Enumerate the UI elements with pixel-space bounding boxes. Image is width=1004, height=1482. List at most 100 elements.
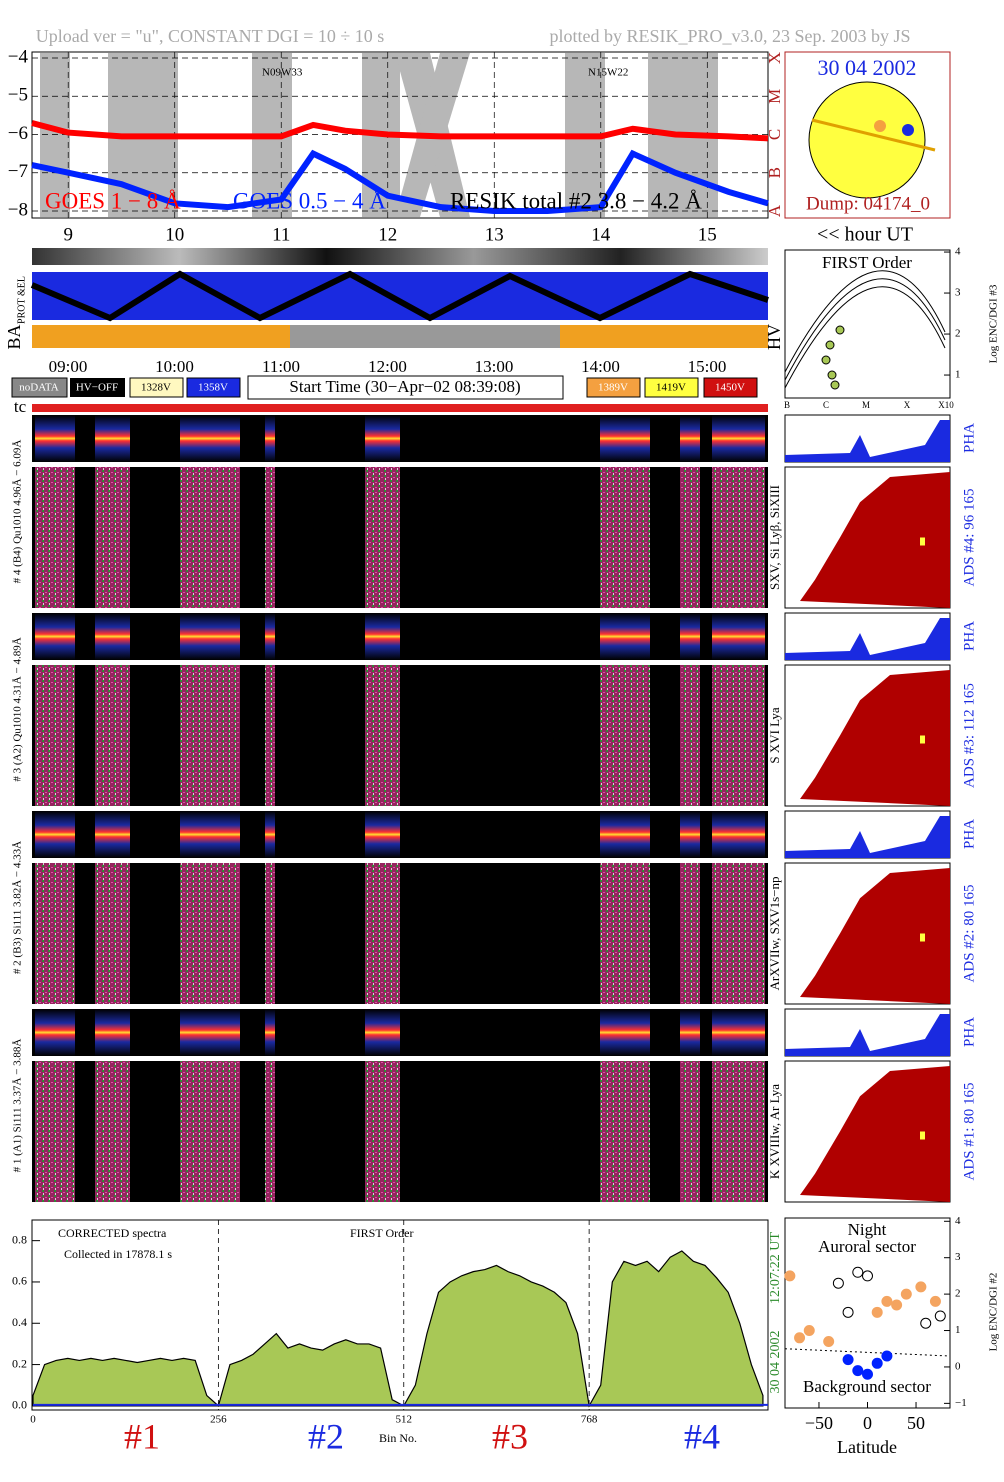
y-tick-label: −4 — [8, 46, 29, 67]
pha-shape — [785, 618, 950, 660]
x-tick-label: 512 — [396, 1414, 413, 1426]
time-label: 11:00 — [262, 357, 300, 376]
y-tick-label: 0.0 — [12, 1398, 27, 1412]
class-label: B — [765, 167, 784, 178]
legend-box — [129, 377, 184, 398]
spectrogram-block — [600, 1009, 650, 1056]
x-tick-label: 14 — [591, 224, 611, 245]
spectrogram-block — [712, 665, 765, 806]
spectrogram-block — [365, 415, 400, 462]
section-label: #2 — [308, 1416, 344, 1456]
spectrogram-block — [600, 613, 650, 660]
spectrogram-block — [95, 665, 130, 806]
annotation: FIRST Order — [350, 1226, 413, 1240]
pha-label: PHA — [961, 621, 977, 651]
x-tick-label: M — [862, 400, 870, 410]
spectrogram-block — [712, 811, 765, 858]
row-label: HV — [764, 324, 784, 350]
row-label: PROT &EL — [16, 276, 27, 324]
legend-label: 1389V — [598, 382, 628, 394]
start-box — [247, 375, 564, 400]
spectrogram-block — [712, 1061, 765, 1202]
y-axis-title: Log ENC/DGI #3 — [988, 284, 1000, 363]
decor-point — [830, 380, 840, 390]
y-tick-label: −1 — [955, 1397, 967, 1409]
y-tick-label: 0 — [955, 1360, 961, 1372]
legend-box — [11, 377, 68, 398]
section-label: #3 — [492, 1416, 528, 1456]
spectrogram-block — [265, 415, 275, 462]
legend-label: GOES 0.5 − 4 Å — [233, 188, 386, 213]
x-tick-label: 12 — [378, 224, 397, 245]
spectrogram-block — [265, 863, 275, 1004]
time-label: 12:07:22 UT — [768, 1232, 783, 1304]
start-time: Start Time (30−Apr−02 08:39:08) — [289, 377, 520, 396]
region — [902, 124, 914, 136]
spectrogram-block — [180, 415, 240, 462]
annotation: N09W33 — [262, 67, 303, 79]
spectrogram-block — [600, 863, 650, 1004]
spectrogram-block — [35, 1061, 75, 1202]
spectrogram-label: # 2 (B3) Si111 3.82Å − 4.33Å — [12, 841, 24, 974]
ads-marker — [920, 537, 925, 546]
spectrogram-block — [680, 1009, 700, 1056]
series-line — [31, 120, 769, 142]
spectrogram-block — [600, 665, 650, 806]
legend-box — [186, 377, 241, 398]
line-label: SXV, Si Lyβ, SiXIII — [767, 485, 782, 590]
legend-box — [70, 378, 125, 397]
decor-point — [825, 340, 835, 350]
time-label: 12:00 — [368, 357, 407, 376]
spectrogram-block — [600, 467, 650, 608]
panel-title: Night — [848, 1220, 887, 1239]
class-label: C — [765, 129, 784, 140]
y-tick-label: 0.2 — [12, 1356, 27, 1370]
spectrogram-block — [95, 1009, 130, 1056]
pha-label: PHA — [961, 819, 977, 849]
x-tick-label: −50 — [805, 1413, 833, 1433]
x-tick-label: 9 — [63, 224, 73, 245]
point — [842, 1306, 854, 1318]
y-axis-title: Log ENC/DGI #2 — [988, 1273, 1000, 1352]
spectrogram-block — [265, 1061, 275, 1202]
series-line — [31, 149, 769, 214]
spectrogram-block — [680, 863, 700, 1004]
spectrogram-block — [365, 665, 400, 806]
spectrogram-block — [180, 1061, 240, 1202]
legend-label: 1419V — [656, 382, 686, 394]
spectrogram-block — [365, 1009, 400, 1056]
spectrogram-block — [680, 467, 700, 608]
legend-box — [703, 377, 758, 398]
ads-marker — [920, 933, 925, 942]
line-label: ArXVIIw, SXV1s−np — [767, 876, 782, 990]
orbit-line — [30, 270, 769, 322]
point — [823, 1335, 835, 1347]
axis-title: << hour UT — [817, 224, 913, 246]
x-tick-label: 0 — [863, 1413, 872, 1433]
spectrogram-block — [680, 613, 700, 660]
pha-label: PHA — [961, 423, 977, 453]
spectrogram-block — [35, 415, 75, 462]
spectrogram-block — [35, 811, 75, 858]
annotation: Background sector — [803, 1377, 931, 1396]
x-tick-label: 50 — [907, 1413, 925, 1433]
model-curves — [784, 270, 946, 389]
spectrogram-block — [680, 1061, 700, 1202]
spectrogram-block — [712, 415, 765, 462]
point — [891, 1299, 903, 1311]
point — [929, 1295, 941, 1307]
ads-label: ADS #3: 112 165 — [961, 683, 977, 788]
ads-shape — [800, 472, 950, 608]
x-tick-label: 256 — [210, 1414, 227, 1426]
y-tick-label: 4 — [955, 246, 961, 258]
spectrogram-label: # 4 (B4) Qu1010 4.96Å − 6.09Å — [12, 440, 24, 584]
point — [881, 1350, 893, 1362]
decor-point — [821, 355, 831, 365]
panel-frame — [784, 249, 951, 399]
y-tick-label: 2 — [955, 328, 961, 340]
ads-marker — [920, 1131, 925, 1140]
point — [803, 1325, 815, 1337]
spectrogram-block — [600, 1061, 650, 1202]
axis-title: Bin No. — [379, 1431, 417, 1445]
